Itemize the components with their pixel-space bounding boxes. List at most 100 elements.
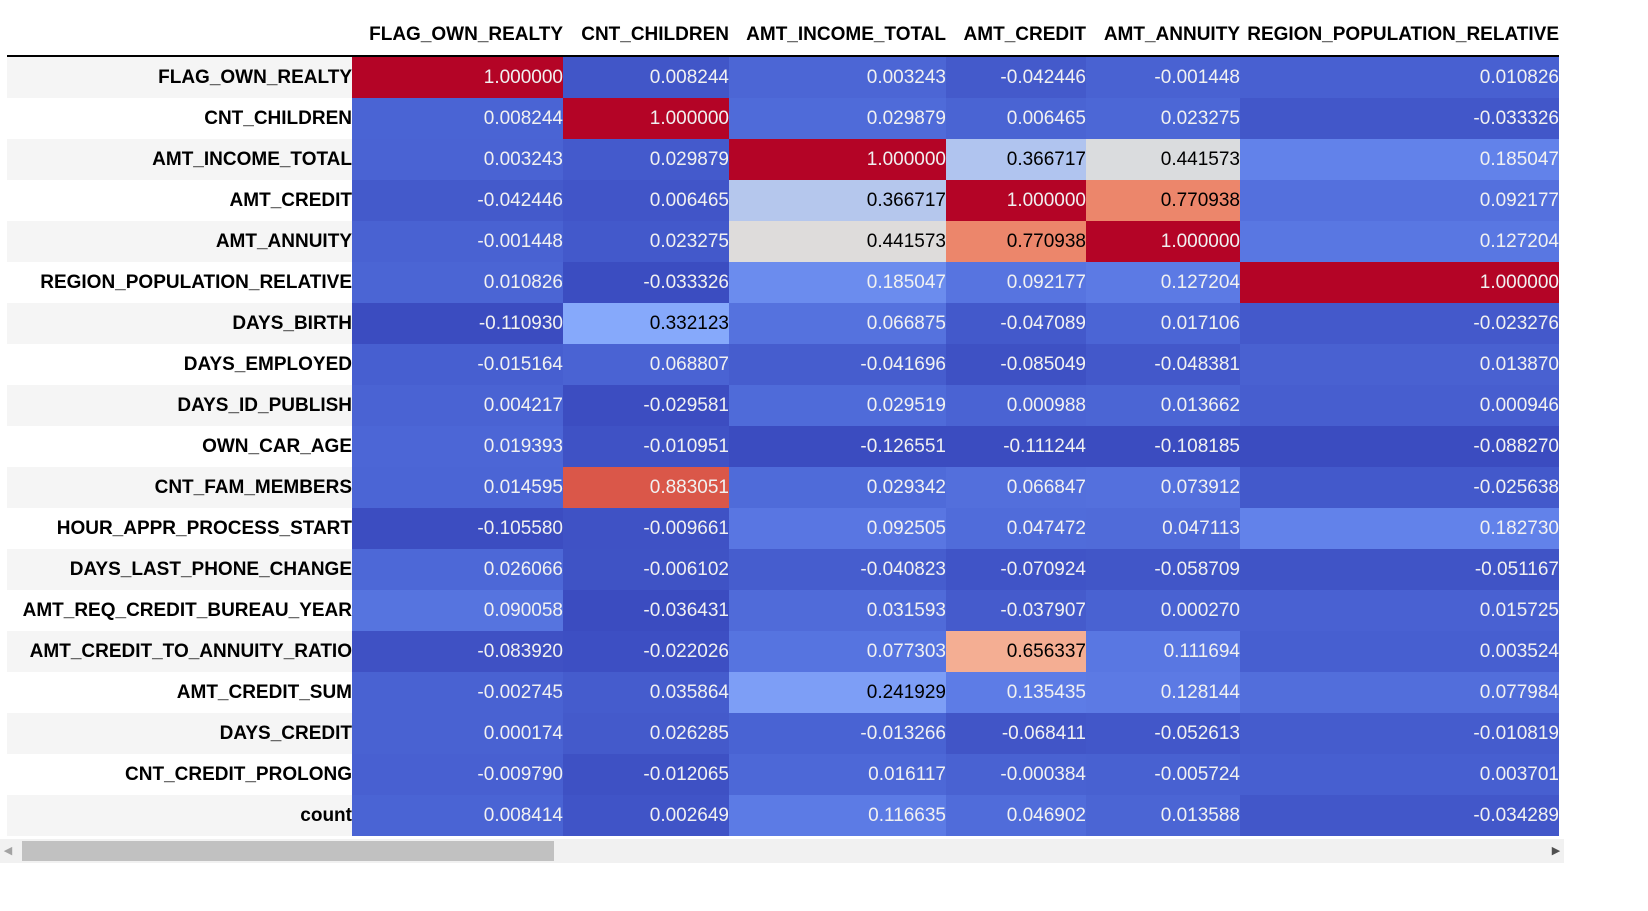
heat-cell: -0.013266	[729, 713, 946, 754]
heat-cell: 0.003243	[352, 139, 563, 180]
heat-cell: 0.770938	[946, 221, 1086, 262]
table-row: AMT_CREDIT_SUM -0.002745 0.035864 0.241929 0…	[7, 672, 1559, 713]
heat-cell: -0.068411	[946, 713, 1086, 754]
column-header: AMT_CREDIT	[946, 14, 1086, 57]
table-row: OWN_CAR_AGE 0.019393 -0.010951 -0.126551 -0.…	[7, 426, 1559, 467]
heat-cell: 0.332123	[563, 303, 729, 344]
heat-cell: 0.127204	[1086, 262, 1240, 303]
heat-cell: 0.135435	[946, 672, 1086, 713]
row-label: OWN_CAR_AGE	[7, 426, 352, 467]
heat-cell: 0.185047	[729, 262, 946, 303]
heat-cell: 0.000988	[946, 385, 1086, 426]
header-row: FLAG_OWN_REALTY CNT_CHILDREN AMT_INCOME_…	[7, 14, 1559, 57]
scrollbar-thumb[interactable]	[22, 841, 554, 861]
heat-cell: -0.010819	[1240, 713, 1559, 754]
heat-cell: -0.029581	[563, 385, 729, 426]
horizontal-scrollbar[interactable]: ◀ ▶	[0, 839, 1564, 863]
table-row: CNT_CREDIT_PROLONG -0.009790 -0.012065 0.01…	[7, 754, 1559, 795]
heat-cell: 0.092177	[1240, 180, 1559, 221]
heat-cell: -0.108185	[1086, 426, 1240, 467]
heat-cell: 0.077984	[1240, 672, 1559, 713]
correlation-heatmap-table: FLAG_OWN_REALTY CNT_CHILDREN AMT_INCOME_…	[7, 14, 1559, 836]
scroll-left-arrow-icon[interactable]: ◀	[3, 845, 13, 857]
heat-cell: -0.002745	[352, 672, 563, 713]
row-label: AMT_REQ_CREDIT_BUREAU_YEAR	[7, 590, 352, 631]
heat-cell: 0.116635	[729, 795, 946, 836]
heat-cell: 1.000000	[946, 180, 1086, 221]
table-row: AMT_ANNUITY -0.001448 0.023275 0.441573 0.77…	[7, 221, 1559, 262]
heat-cell: -0.111244	[946, 426, 1086, 467]
heat-cell: 0.185047	[1240, 139, 1559, 180]
heat-cell: -0.041696	[729, 344, 946, 385]
heat-cell: -0.126551	[729, 426, 946, 467]
heat-cell: -0.042446	[352, 180, 563, 221]
heat-cell: -0.009661	[563, 508, 729, 549]
heat-cell: -0.022026	[563, 631, 729, 672]
heat-cell: 0.000174	[352, 713, 563, 754]
row-label: count	[7, 795, 352, 836]
heat-cell: 0.026285	[563, 713, 729, 754]
heat-cell: 0.010826	[352, 262, 563, 303]
table-row: DAYS_EMPLOYED -0.015164 0.068807 -0.041696-…	[7, 344, 1559, 385]
heat-cell: 0.883051	[563, 467, 729, 508]
heat-cell: 0.015725	[1240, 590, 1559, 631]
heat-cell: -0.006102	[563, 549, 729, 590]
heat-cell: 1.000000	[1086, 221, 1240, 262]
heat-cell: -0.000384	[946, 754, 1086, 795]
scroll-right-arrow-icon[interactable]: ▶	[1551, 845, 1561, 857]
heat-cell: -0.058709	[1086, 549, 1240, 590]
heat-cell: -0.110930	[352, 303, 563, 344]
table-row: HOUR_APPR_PROCESS_START -0.105580 -0.00966…	[7, 508, 1559, 549]
heat-cell: -0.012065	[563, 754, 729, 795]
table-row: DAYS_CREDIT 0.000174 0.026285 -0.013266 -0.0…	[7, 713, 1559, 754]
heat-cell: 0.241929	[729, 672, 946, 713]
heat-cell: -0.033326	[1240, 98, 1559, 139]
row-label: DAYS_CREDIT	[7, 713, 352, 754]
heat-cell: -0.010951	[563, 426, 729, 467]
row-label: DAYS_LAST_PHONE_CHANGE	[7, 549, 352, 590]
heat-cell: 0.000270	[1086, 590, 1240, 631]
row-label: CNT_CREDIT_PROLONG	[7, 754, 352, 795]
heat-cell: 0.003243	[729, 56, 946, 98]
heat-cell: 0.016117	[729, 754, 946, 795]
heat-cell: 0.029879	[729, 98, 946, 139]
heat-cell: 0.111694	[1086, 631, 1240, 672]
heat-cell: 0.006465	[563, 180, 729, 221]
heat-cell: 0.010826	[1240, 56, 1559, 98]
table-row: count 0.008414 0.002649 0.116635 0.046902 0.0…	[7, 795, 1559, 836]
heat-cell: 0.366717	[729, 180, 946, 221]
table-row: AMT_REQ_CREDIT_BUREAU_YEAR 0.090058 -0.036…	[7, 590, 1559, 631]
heat-cell: -0.051167	[1240, 549, 1559, 590]
heat-cell: -0.036431	[563, 590, 729, 631]
heat-cell: 0.127204	[1240, 221, 1559, 262]
heat-cell: -0.005724	[1086, 754, 1240, 795]
heat-cell: 0.002649	[563, 795, 729, 836]
row-label: AMT_CREDIT	[7, 180, 352, 221]
heat-cell: 0.066847	[946, 467, 1086, 508]
row-label: CNT_CHILDREN	[7, 98, 352, 139]
row-label: HOUR_APPR_PROCESS_START	[7, 508, 352, 549]
heat-cell: 0.013870	[1240, 344, 1559, 385]
heat-cell: 0.441573	[729, 221, 946, 262]
heat-cell: 0.047472	[946, 508, 1086, 549]
heat-cell: 0.029519	[729, 385, 946, 426]
heat-cell: -0.088270	[1240, 426, 1559, 467]
heat-cell: -0.052613	[1086, 713, 1240, 754]
row-label: AMT_INCOME_TOTAL	[7, 139, 352, 180]
heat-cell: -0.042446	[946, 56, 1086, 98]
row-label: CNT_FAM_MEMBERS	[7, 467, 352, 508]
heat-cell: 0.008244	[563, 56, 729, 98]
heat-cell: 0.019393	[352, 426, 563, 467]
heat-cell: -0.048381	[1086, 344, 1240, 385]
row-label: AMT_ANNUITY	[7, 221, 352, 262]
table-row: AMT_CREDIT_TO_ANNUITY_RATIO -0.083920 -0.0…	[7, 631, 1559, 672]
heat-cell: 1.000000	[729, 139, 946, 180]
heat-cell: 1.000000	[563, 98, 729, 139]
heat-cell: 1.000000	[1240, 262, 1559, 303]
table-row: FLAG_OWN_REALTY 1.000000 0.008244 0.003243-…	[7, 56, 1559, 98]
heat-cell: 0.003701	[1240, 754, 1559, 795]
heat-cell: -0.025638	[1240, 467, 1559, 508]
table-row: DAYS_BIRTH -0.110930 0.332123 0.066875 -0.04…	[7, 303, 1559, 344]
table-row: DAYS_ID_PUBLISH 0.004217 -0.029581 0.029519…	[7, 385, 1559, 426]
heat-cell: -0.001448	[1086, 56, 1240, 98]
